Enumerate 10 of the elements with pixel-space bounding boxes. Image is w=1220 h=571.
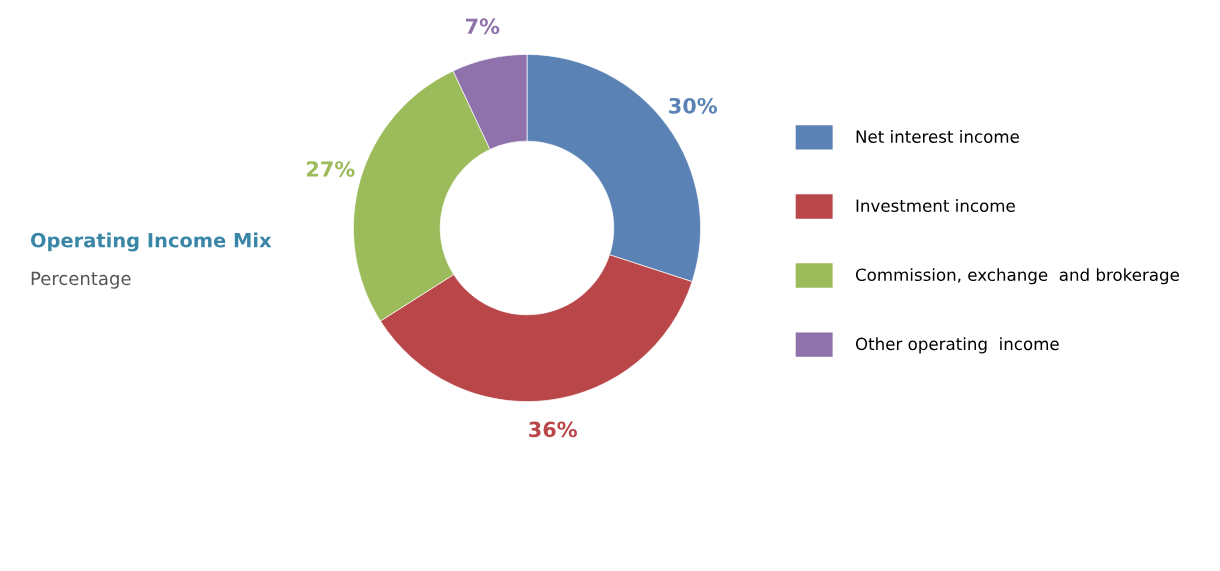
legend-label: Investment income	[856, 199, 1015, 212]
legend-label: Net interest income	[856, 130, 1019, 143]
data-label: 36%	[529, 421, 577, 438]
data-label: 7%	[466, 18, 500, 35]
legend-label: Commission, exchange and brokerage	[855, 268, 1179, 285]
legend-label: Other operating income	[855, 337, 1059, 354]
text: Operating Income Mix	[30, 232, 272, 252]
text: Percentage	[31, 271, 131, 289]
data-label: 27%	[307, 161, 355, 177]
data-label: 30%	[669, 97, 717, 114]
